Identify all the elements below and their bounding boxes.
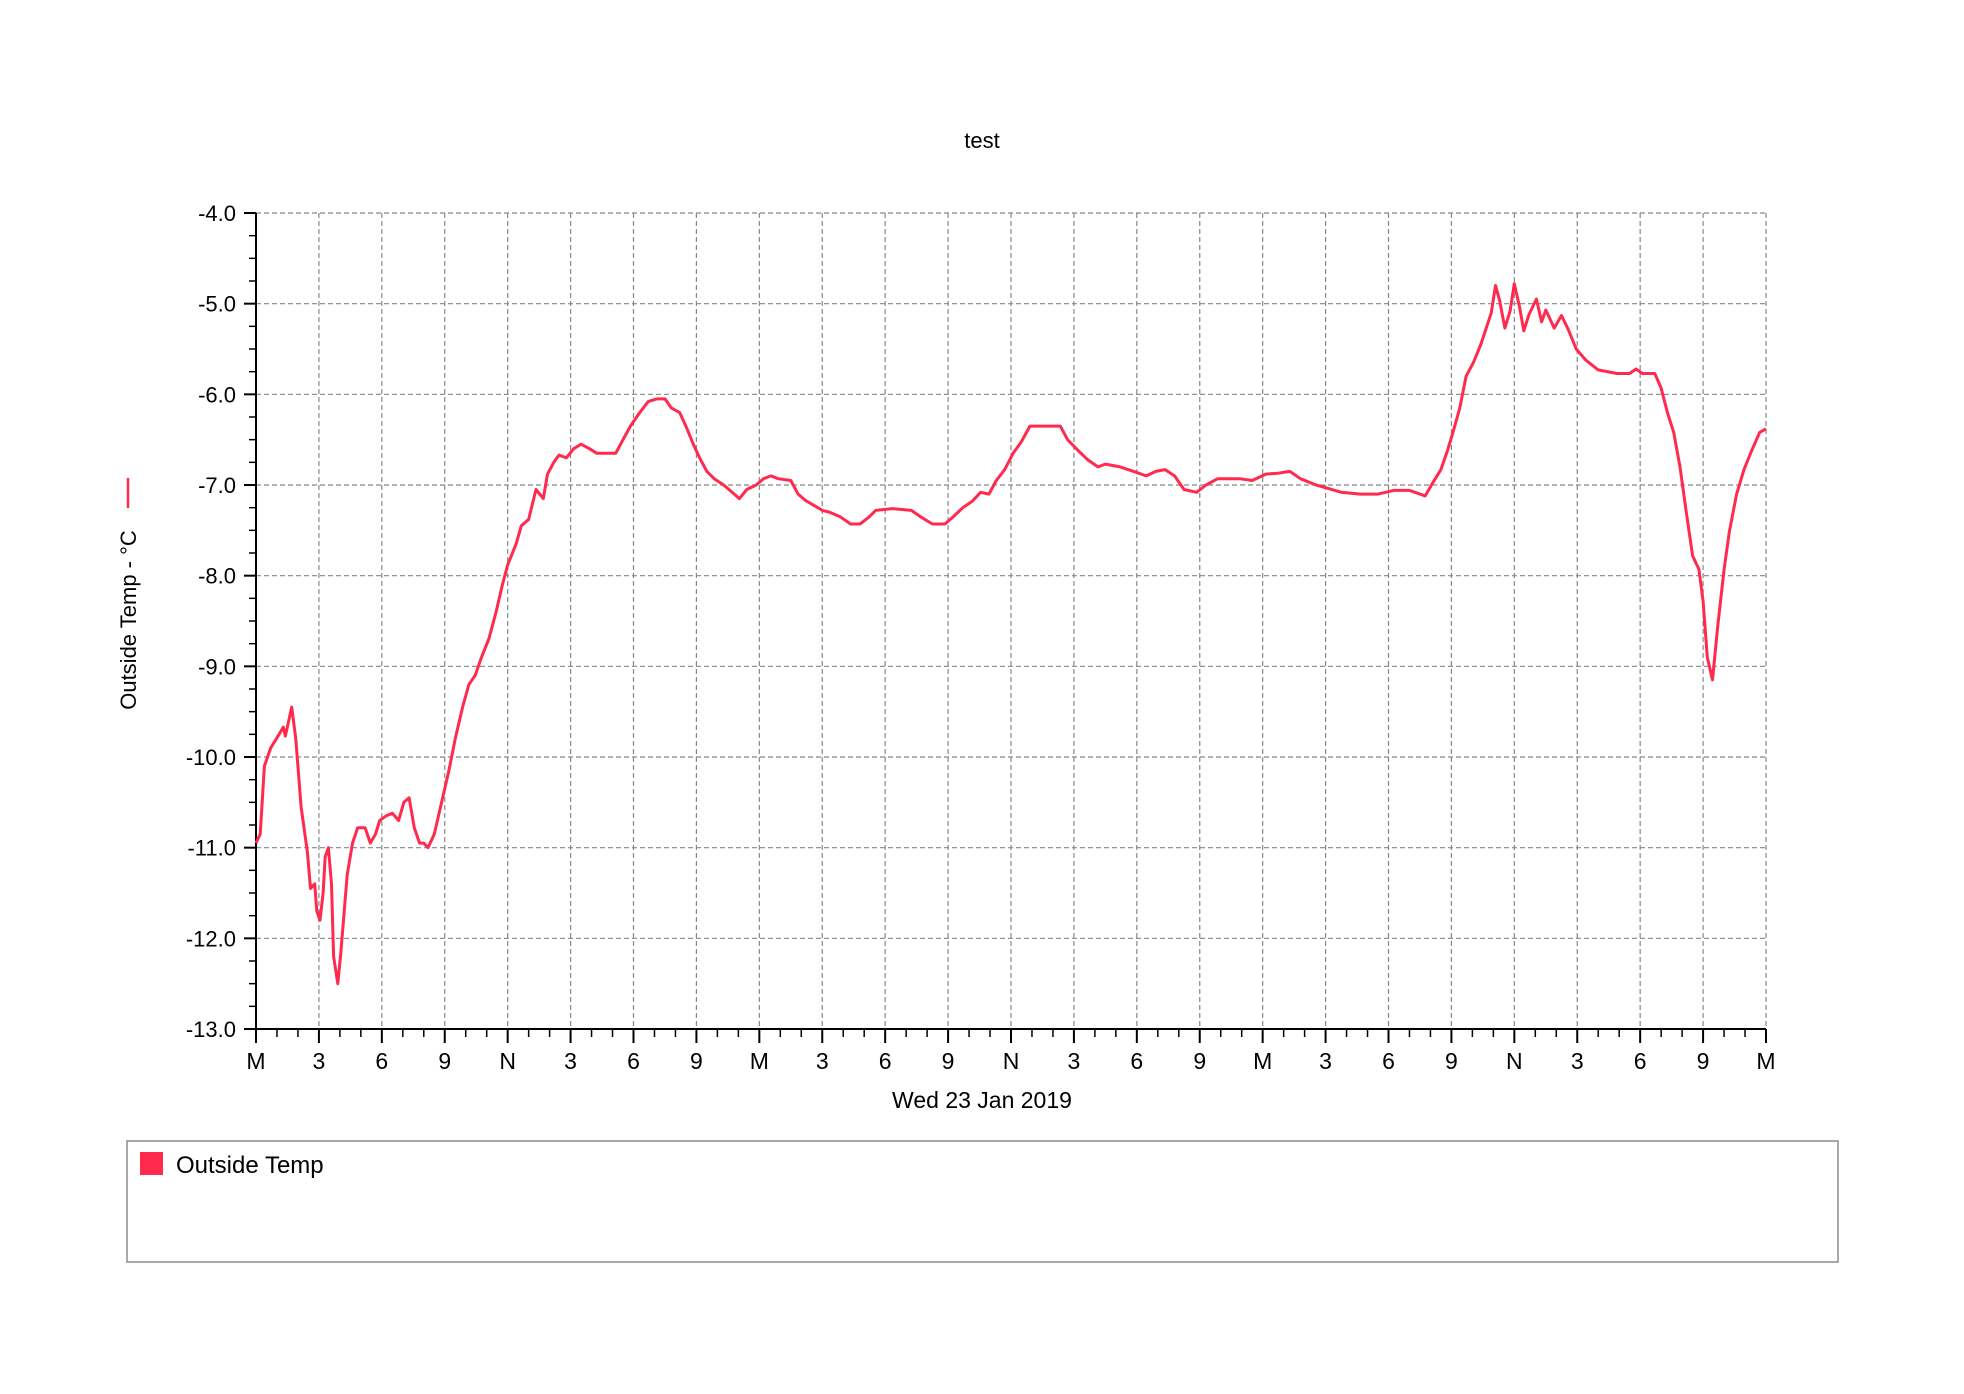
y-tick-label: -9.0 (198, 654, 236, 679)
y-tick-label: -5.0 (198, 292, 236, 317)
y-tick-label: -10.0 (186, 745, 236, 770)
x-tick-label: 6 (627, 1048, 640, 1074)
legend-label-outside-temp: Outside Temp (176, 1152, 324, 1179)
x-tick-label: M (1253, 1048, 1272, 1074)
x-tick-label: 3 (1319, 1048, 1332, 1074)
legend-box (126, 1140, 1839, 1263)
y-tick-label: -8.0 (198, 564, 236, 589)
x-tick-label: 3 (816, 1048, 829, 1074)
x-tick-label: 9 (438, 1048, 451, 1074)
chart-title: test (964, 128, 999, 153)
legend-swatch (140, 1152, 163, 1175)
x-tick-label: 3 (313, 1048, 326, 1074)
y-axis-ticks: -4.0 -5.0 -6.0 -7.0 -8.0 -9.0 -10.0 -11.0 -12.0 -… (186, 201, 256, 1042)
y-axis-label: Outside Temp - °C (116, 478, 141, 710)
x-tick-label: M (246, 1048, 265, 1074)
x-tick-label: N (1003, 1048, 1020, 1074)
y-tick-label: -6.0 (198, 382, 236, 407)
x-tick-label: 3 (1068, 1048, 1081, 1074)
x-tick-label: 9 (942, 1048, 955, 1074)
y-tick-label: -4.0 (198, 201, 236, 226)
x-axis-label: Wed 23 Jan 2019 (892, 1087, 1072, 1113)
x-tick-label: 9 (1697, 1048, 1710, 1074)
x-tick-label: 9 (1193, 1048, 1206, 1074)
x-tick-label: 6 (1130, 1048, 1143, 1074)
x-tick-label: 3 (1571, 1048, 1584, 1074)
x-tick-label: 6 (375, 1048, 388, 1074)
y-tick-label: -11.0 (187, 836, 236, 861)
x-tick-label: M (1756, 1048, 1775, 1074)
grid (255, 212, 1767, 1029)
y-tick-label: -13.0 (186, 1017, 236, 1042)
x-axis-ticks: M 3 6 9 N 3 6 9 M 3 6 9 N 3 6 9 M 3 6 9 N 3 6 9 M (246, 1029, 1776, 1074)
x-tick-label: N (1506, 1048, 1523, 1074)
y-axis-label-text: Outside Temp - °C (116, 530, 141, 710)
y-tick-label: -7.0 (198, 473, 236, 498)
x-tick-label: 9 (1445, 1048, 1458, 1074)
x-tick-label: 9 (690, 1048, 703, 1074)
x-tick-label: M (750, 1048, 769, 1074)
series-line-outside-temp (254, 282, 1767, 986)
x-tick-label: N (499, 1048, 516, 1074)
series-lines (254, 282, 1767, 986)
y-tick-label: -12.0 (186, 926, 236, 951)
x-tick-label: 3 (564, 1048, 577, 1074)
x-tick-label: 6 (1382, 1048, 1395, 1074)
x-tick-label: 6 (879, 1048, 892, 1074)
x-tick-label: 6 (1634, 1048, 1647, 1074)
